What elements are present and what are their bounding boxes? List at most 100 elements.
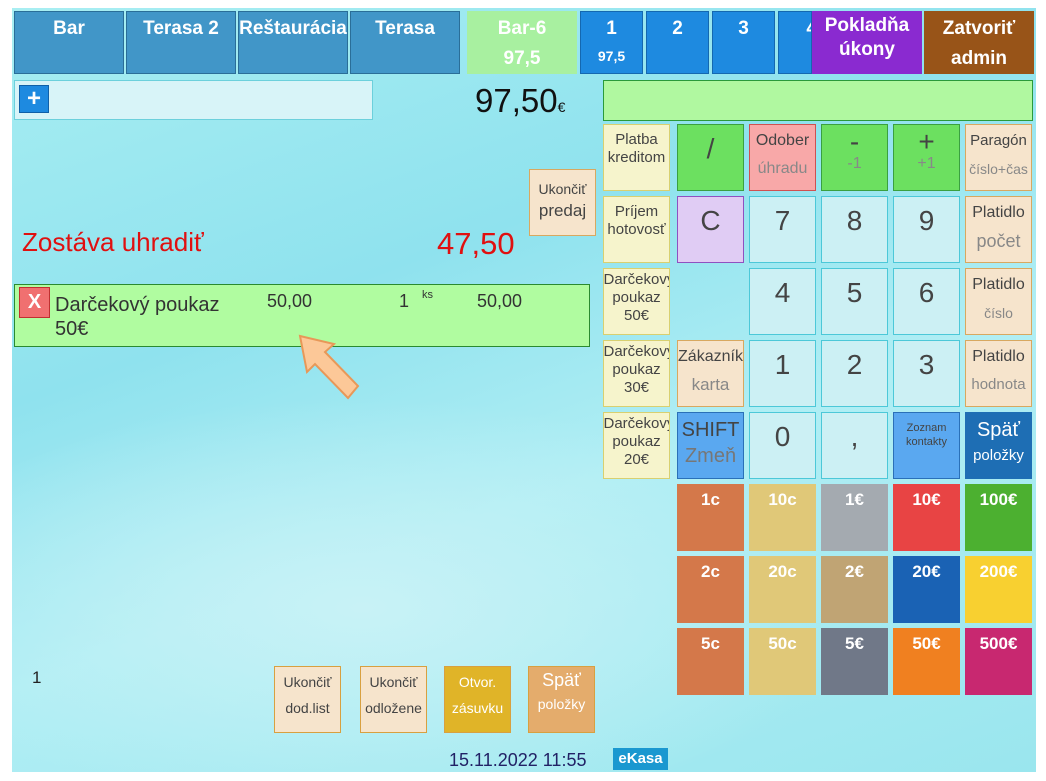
label: admin [951,48,1007,69]
label: SHIFT [681,419,740,441]
key-8[interactable]: 8 [821,196,888,263]
zatvorit-admin-button[interactable]: Zatvoriť admin [924,11,1034,74]
label: Platidlo [972,204,1025,221]
coin-button-20€[interactable]: 20€ [893,556,960,623]
zoznam-kontakty-button[interactable]: Zoznam kontakty [893,412,960,479]
label: zásuvku [451,700,504,716]
key-1[interactable]: 1 [749,340,816,407]
search-input[interactable]: + [14,80,373,120]
currency: € [557,99,566,115]
coin-button-20c[interactable]: 20c [749,556,816,623]
label: +1 [917,155,936,172]
prijem-hotovost-button[interactable]: Príjem hotovosť [603,196,670,263]
coin-button-5c[interactable]: 5c [677,628,744,695]
remaining-value: 47,50 [437,226,515,261]
page-number: 1 [32,668,42,687]
coin-button-2c[interactable]: 2c [677,556,744,623]
label: počet [976,231,1021,251]
label: Ukončiť [283,674,332,690]
x-icon: X [27,291,42,313]
spat-polozky-button[interactable]: Späť položky [965,412,1032,479]
ukoncit-dod-list-button[interactable]: Ukončiť dod.list [274,666,341,733]
label: 10c [768,490,797,509]
label: C [700,205,721,236]
label: 5c [701,634,720,653]
key-5[interactable]: 5 [821,268,888,335]
tab-number-4[interactable]: 4 [778,11,812,74]
clear-button[interactable]: C [677,196,744,263]
tab-terasa-2[interactable]: Terasa 2 [126,11,236,74]
key-7[interactable]: 7 [749,196,816,263]
minus-icon: - [849,126,860,157]
minus-button[interactable]: - -1 [821,124,888,191]
coin-button-10c[interactable]: 10c [749,484,816,551]
key-comma[interactable]: , [821,412,888,479]
tab-label: 1 [606,18,617,39]
remove-item-button[interactable]: X [19,287,50,318]
tab-bar[interactable]: Bar [14,11,124,74]
add-button[interactable]: + [19,85,49,113]
tab-number-1[interactable]: 1 97,5 [580,11,643,74]
label: 20€ [912,562,941,581]
platidlo-pocet-button[interactable]: Platidlo počet [965,196,1032,263]
shift-button[interactable]: SHIFT Zmeň [677,412,744,479]
coin-button-2€[interactable]: 2€ [821,556,888,623]
key-4[interactable]: 4 [749,268,816,335]
tab-amount: 97,5 [597,48,626,64]
label: , [850,421,859,452]
label: -1 [847,155,862,172]
coin-button-200€[interactable]: 200€ [965,556,1032,623]
key-2[interactable]: 2 [821,340,888,407]
active-table-bar-6[interactable]: Bar-6 97,5 [467,11,577,74]
platidlo-cislo-button[interactable]: Platidlo číslo [965,268,1032,335]
paragon-button[interactable]: Paragón číslo+čas [965,124,1032,191]
otvor-zasuvku-button[interactable]: Otvor. zásuvku [444,666,511,733]
key-3[interactable]: 3 [893,340,960,407]
label: Zoznam [906,422,947,434]
label: Darčekový poukaz 30€ [603,343,670,396]
platba-kreditom-button[interactable]: Platba kreditom [603,124,670,191]
pokladna-ukony-button[interactable]: Pokladňa úkony [812,11,922,74]
key-9[interactable]: 9 [893,196,960,263]
plus-button[interactable]: + +1 [893,124,960,191]
odober-uhradu-button[interactable]: Odober úhradu [749,124,816,191]
label: 0 [774,421,791,452]
coin-button-1c[interactable]: 1c [677,484,744,551]
datetime: 15.11.2022 11:55 [449,750,587,770]
coin-button-5€[interactable]: 5€ [821,628,888,695]
coin-button-10€[interactable]: 10€ [893,484,960,551]
tab-restauracia[interactable]: Reštaurácia [238,11,348,74]
label: číslo [984,305,1013,321]
spat-polozky-bottom-button[interactable]: Späť položky [528,666,595,733]
pos-app: Bar Terasa 2 Reštaurácia Terasa Bar-6 97… [12,8,1036,772]
label: Pokladňa [824,15,910,36]
tab-label: 4 [806,18,811,40]
tab-number-3[interactable]: 3 [712,11,775,74]
tab-label: 3 [738,18,749,39]
tab-terasa[interactable]: Terasa [350,11,460,74]
label: 6 [918,277,935,308]
label: 3 [918,349,935,380]
item-total: 50,00 [477,291,523,311]
coin-button-100€[interactable]: 100€ [965,484,1032,551]
platidlo-hodnota-button[interactable]: Platidlo hodnota [965,340,1032,407]
coin-button-1€[interactable]: 1€ [821,484,888,551]
label: 8 [846,205,863,236]
ukoncit-odlozene-button[interactable]: Ukončiť odložene [360,666,427,733]
slash-button[interactable]: / [677,124,744,191]
key-0[interactable]: 0 [749,412,816,479]
gift-voucher-20-button[interactable]: Darčekový poukaz 20€ [603,412,670,479]
gift-voucher-50-button[interactable]: Darčekový poukaz 50€ [603,268,670,335]
gift-voucher-30-button[interactable]: Darčekový poukaz 30€ [603,340,670,407]
label: 5€ [845,634,864,653]
label: odložene [365,700,422,716]
zakaznik-karta-button[interactable]: Zákazník karta [677,340,744,407]
coin-button-50€[interactable]: 50€ [893,628,960,695]
tab-number-2[interactable]: 2 [646,11,709,74]
label: 50€ [912,634,941,653]
key-6[interactable]: 6 [893,268,960,335]
finish-sale-button[interactable]: Ukončiť predaj [529,169,596,236]
coin-button-50c[interactable]: 50c [749,628,816,695]
coin-button-500€[interactable]: 500€ [965,628,1032,695]
label: 100€ [979,490,1018,509]
